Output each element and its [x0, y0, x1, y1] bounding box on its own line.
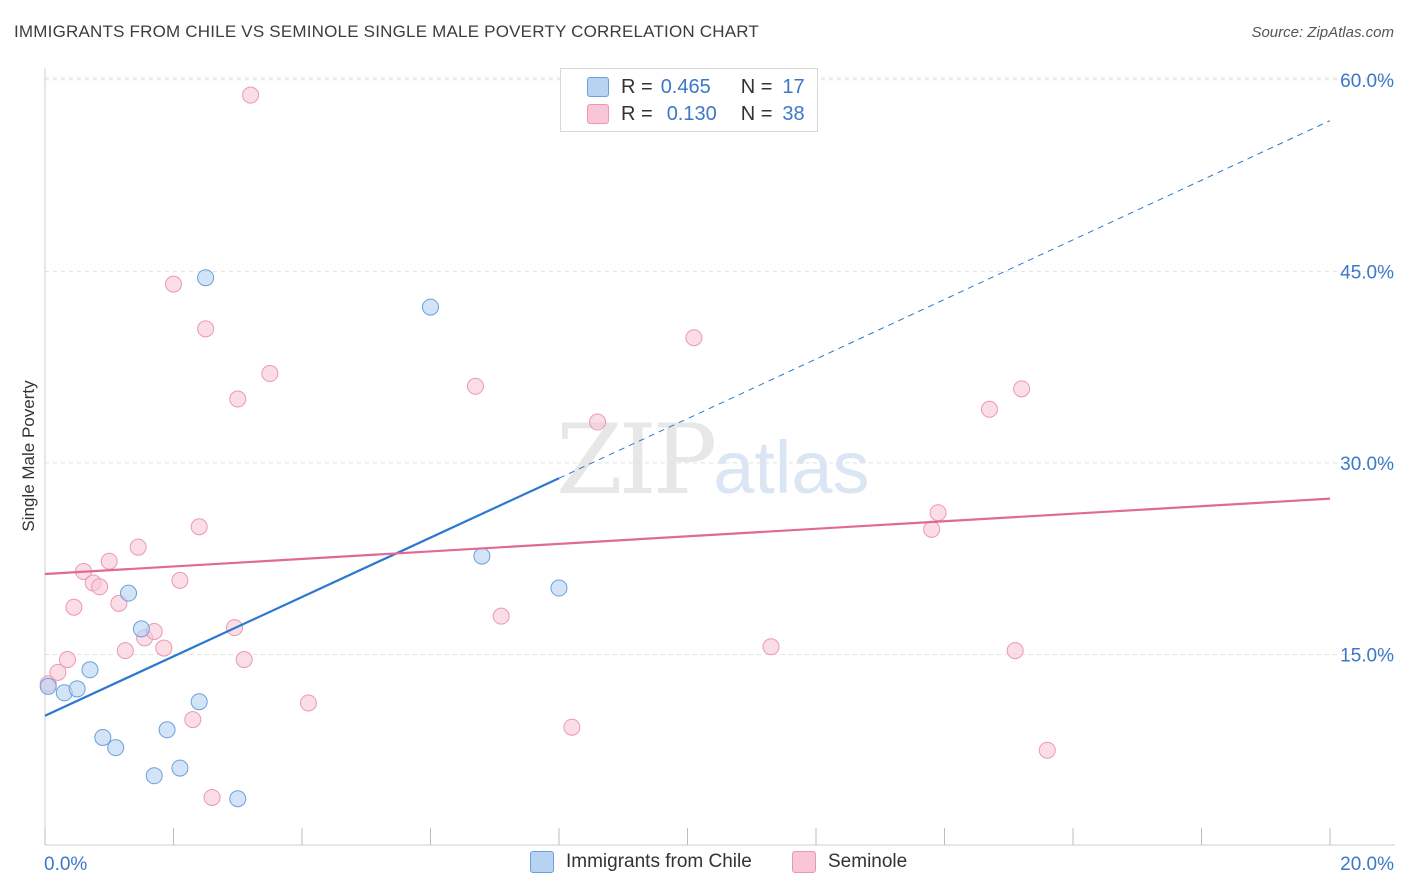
point-seminole [235, 651, 253, 669]
series-swatch-chile [530, 851, 554, 873]
point-chile [39, 677, 57, 695]
point-chile [171, 759, 189, 777]
point-chile [120, 584, 138, 602]
watermark-atlas: atlas [713, 426, 870, 509]
point-seminole [929, 504, 947, 522]
x-tick-label: 20.0% [1340, 854, 1394, 875]
point-seminole [762, 638, 780, 656]
point-chile [197, 269, 215, 287]
series-legend-seminole[interactable]: Seminole [792, 851, 907, 873]
point-seminole [49, 663, 67, 681]
point-seminole [171, 571, 189, 589]
watermark-zip: ZIP [556, 404, 717, 516]
point-chile [422, 298, 439, 316]
point-seminole [242, 86, 260, 104]
legend-n-value: 38 [782, 102, 805, 125]
point-chile [81, 661, 99, 679]
legend-r-label: R = [621, 75, 653, 98]
point-seminole [184, 711, 202, 729]
point-seminole [91, 578, 109, 596]
point-seminole [589, 413, 607, 431]
trendline-seminole [44, 497, 1331, 576]
point-seminole [197, 320, 215, 338]
point-seminole [1038, 741, 1056, 759]
point-seminole [165, 275, 182, 293]
legend-r-value: 0.130 [666, 102, 717, 125]
legend-n-label: N = [740, 102, 773, 125]
point-seminole [129, 538, 147, 556]
x-tick-label: 0.0% [44, 854, 87, 875]
point-seminole [299, 694, 317, 712]
point-chile [107, 739, 125, 757]
point-chile [68, 680, 86, 698]
point-seminole [116, 642, 134, 660]
series-swatch-seminole [792, 851, 816, 873]
series-label-chile: Immigrants from Chile [566, 851, 752, 872]
point-chile [132, 620, 150, 638]
y-tick-label: 15.0% [1340, 645, 1394, 666]
point-seminole [65, 598, 83, 616]
watermark: ZIPatlas [556, 404, 870, 516]
point-seminole [466, 377, 484, 395]
y-tick-label: 60.0% [1340, 71, 1394, 92]
point-seminole [1006, 642, 1024, 660]
trendline-chile [44, 477, 560, 717]
point-seminole [190, 518, 208, 536]
legend-r-value: 0.465 [660, 75, 711, 98]
series-legend-chile[interactable]: Immigrants from Chile [530, 851, 752, 873]
trendline-chile-extension [558, 120, 1331, 479]
legend-n-value: 17 [782, 75, 805, 98]
point-seminole [563, 718, 581, 736]
point-seminole [58, 651, 76, 669]
point-chile [158, 721, 176, 739]
point-seminole [492, 607, 510, 625]
legend-r-label: R = [621, 102, 653, 125]
point-seminole [980, 400, 998, 418]
point-seminole [229, 390, 247, 408]
y-tick-label: 45.0% [1340, 262, 1394, 283]
point-chile [550, 579, 568, 597]
point-chile [145, 767, 163, 785]
legend-n-label: N = [740, 75, 773, 98]
y-tick-label: 30.0% [1340, 454, 1394, 475]
point-seminole [1013, 380, 1031, 398]
point-chile [473, 547, 491, 565]
point-seminole [203, 788, 221, 806]
legend-swatch-chile [587, 77, 609, 97]
series-label-seminole: Seminole [828, 851, 908, 872]
y-axis-label: Single Male Poverty [19, 380, 38, 532]
chart-title: IMMIGRANTS FROM CHILE VS SEMINOLE SINGLE… [14, 22, 760, 41]
stats-legend: R = 0.465 N = 17 R = 0.130 N = 38 [560, 68, 818, 132]
source-label: Source: ZipAtlas.com [1251, 24, 1394, 41]
point-chile [94, 728, 112, 746]
legend-row-seminole: R = 0.130 N = 38 [561, 100, 805, 128]
point-chile [190, 693, 208, 711]
point-seminole [261, 365, 279, 383]
point-seminole [100, 552, 118, 570]
point-seminole [155, 639, 173, 657]
legend-swatch-seminole [587, 104, 609, 124]
point-chile [229, 790, 247, 808]
point-seminole [685, 329, 703, 347]
point-seminole [923, 520, 941, 538]
series-legend: Immigrants from Chile Seminole [0, 851, 1406, 879]
legend-row-chile: R = 0.465 N = 17 [561, 73, 805, 101]
